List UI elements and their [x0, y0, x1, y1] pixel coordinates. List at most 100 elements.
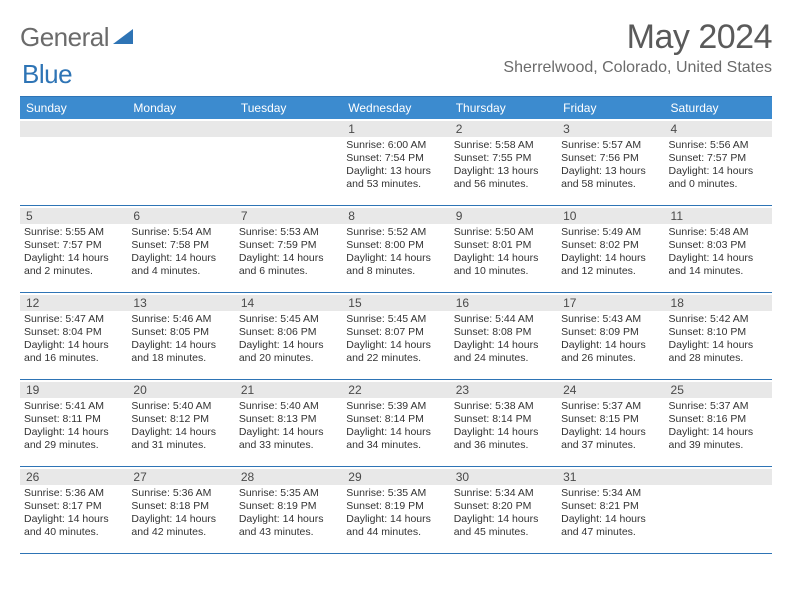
- day-cell: 27Sunrise: 5:36 AMSunset: 8:18 PMDayligh…: [127, 467, 234, 553]
- week-row: 19Sunrise: 5:41 AMSunset: 8:11 PMDayligh…: [20, 380, 772, 467]
- day-cell: 26Sunrise: 5:36 AMSunset: 8:17 PMDayligh…: [20, 467, 127, 553]
- day-info-line: Sunset: 7:54 PM: [346, 152, 445, 165]
- day-info-line: and 28 minutes.: [669, 352, 768, 365]
- day-cell: 24Sunrise: 5:37 AMSunset: 8:15 PMDayligh…: [557, 380, 664, 466]
- weekday-header: Wednesday: [342, 97, 449, 119]
- day-info-line: Sunset: 8:11 PM: [24, 413, 123, 426]
- day-cell: 6Sunrise: 5:54 AMSunset: 7:58 PMDaylight…: [127, 206, 234, 292]
- location-text: Sherrelwood, Colorado, United States: [503, 59, 772, 77]
- day-info-line: Daylight: 14 hours: [131, 339, 230, 352]
- day-info-line: Daylight: 13 hours: [561, 165, 660, 178]
- day-info: Sunrise: 5:38 AMSunset: 8:14 PMDaylight:…: [454, 400, 553, 453]
- day-info: Sunrise: 5:35 AMSunset: 8:19 PMDaylight:…: [239, 487, 338, 540]
- day-info-line: Sunset: 8:19 PM: [346, 500, 445, 513]
- day-info-line: Sunset: 8:12 PM: [131, 413, 230, 426]
- day-cell: 28 Sunrise: 5:35 AMSunset: 8:19 PMDayligh…: [235, 467, 342, 553]
- week-row: 26Sunrise: 5:36 AMSunset: 8:17 PMDayligh…: [20, 467, 772, 554]
- day-number: 20: [127, 382, 234, 398]
- day-cell: 29 Sunrise: 5:35 AMSunset: 8:19 PMDayligh…: [342, 467, 449, 553]
- day-info-line: Sunset: 8:01 PM: [454, 239, 553, 252]
- day-info-line: Sunrise: 6:00 AM: [346, 139, 445, 152]
- day-info-line: Sunrise: 5:46 AM: [131, 313, 230, 326]
- day-info: Sunrise: 5:35 AMSunset: 8:19 PMDaylight:…: [346, 487, 445, 540]
- day-info-line: Sunrise: 5:45 AM: [239, 313, 338, 326]
- day-info-line: and 24 minutes.: [454, 352, 553, 365]
- day-cell: 13Sunrise: 5:46 AMSunset: 8:05 PMDayligh…: [127, 293, 234, 379]
- day-cell: 2Sunrise: 5:58 AMSunset: 7:55 PMDaylight…: [450, 119, 557, 205]
- day-info-line: Daylight: 14 hours: [24, 339, 123, 352]
- day-info-line: Sunrise: 5:57 AM: [561, 139, 660, 152]
- day-info-line: and 47 minutes.: [561, 526, 660, 539]
- day-number: 22: [342, 382, 449, 398]
- day-info-line: and 33 minutes.: [239, 439, 338, 452]
- day-info-line: Sunset: 8:03 PM: [669, 239, 768, 252]
- day-cell: 14Sunrise: 5:45 AMSunset: 8:06 PMDayligh…: [235, 293, 342, 379]
- day-info-line: and 34 minutes.: [346, 439, 445, 452]
- day-cell: 3Sunrise: 5:57 AMSunset: 7:56 PMDaylight…: [557, 119, 664, 205]
- day-number: 10: [557, 208, 664, 224]
- day-info-line: and 53 minutes.: [346, 178, 445, 191]
- day-info-line: Sunset: 8:09 PM: [561, 326, 660, 339]
- day-info-line: Sunrise: 5:42 AM: [669, 313, 768, 326]
- day-info: Sunrise: 5:48 AMSunset: 8:03 PMDaylight:…: [669, 226, 768, 279]
- day-info-line: Sunrise: 5:36 AM: [24, 487, 123, 500]
- day-info-line: and 26 minutes.: [561, 352, 660, 365]
- weekday-header-row: SundayMondayTuesdayWednesdayThursdayFrid…: [20, 96, 772, 119]
- title-block: May 2024 Sherrelwood, Colorado, United S…: [503, 18, 772, 77]
- day-info-line: and 0 minutes.: [669, 178, 768, 191]
- day-info-line: and 40 minutes.: [24, 526, 123, 539]
- day-number: 31: [557, 469, 664, 485]
- day-info-line: and 20 minutes.: [239, 352, 338, 365]
- day-info-line: Daylight: 14 hours: [346, 252, 445, 265]
- day-info-line: Daylight: 14 hours: [454, 426, 553, 439]
- day-cell: 9Sunrise: 5:50 AMSunset: 8:01 PMDaylight…: [450, 206, 557, 292]
- day-info-line: Sunset: 7:57 PM: [24, 239, 123, 252]
- day-info: Sunrise: 5:50 AMSunset: 8:01 PMDaylight:…: [454, 226, 553, 279]
- day-info-line: Sunrise: 5:38 AM: [454, 400, 553, 413]
- day-info-line: Sunrise: 5:34 AM: [561, 487, 660, 500]
- day-number: 29: [342, 469, 449, 485]
- day-number: 28: [235, 469, 342, 485]
- day-info-line: Sunset: 8:00 PM: [346, 239, 445, 252]
- week-row: 1Sunrise: 6:00 AMSunset: 7:54 PMDaylight…: [20, 119, 772, 206]
- day-info-line: Sunrise: 5:44 AM: [454, 313, 553, 326]
- page: General May 2024 Sherrelwood, Colorado, …: [0, 0, 792, 612]
- day-info-line: and 39 minutes.: [669, 439, 768, 452]
- day-info-line: Daylight: 13 hours: [346, 165, 445, 178]
- day-number-empty: [235, 121, 342, 137]
- day-info-line: and 36 minutes.: [454, 439, 553, 452]
- day-info-line: and 16 minutes.: [24, 352, 123, 365]
- day-info: Sunrise: 5:52 AMSunset: 8:00 PMDaylight:…: [346, 226, 445, 279]
- day-number: 26: [20, 469, 127, 485]
- day-info-line: and 10 minutes.: [454, 265, 553, 278]
- day-info-line: Daylight: 14 hours: [561, 339, 660, 352]
- day-info-line: Sunrise: 5:36 AM: [131, 487, 230, 500]
- day-cell: 20Sunrise: 5:40 AMSunset: 8:12 PMDayligh…: [127, 380, 234, 466]
- day-info: Sunrise: 5:36 AMSunset: 8:18 PMDaylight:…: [131, 487, 230, 540]
- day-info: Sunrise: 5:39 AMSunset: 8:14 PMDaylight:…: [346, 400, 445, 453]
- day-info: Sunrise: 5:42 AMSunset: 8:10 PMDaylight:…: [669, 313, 768, 366]
- day-number: 18: [665, 295, 772, 311]
- day-info-line: Sunrise: 5:40 AM: [131, 400, 230, 413]
- day-info-line: Daylight: 14 hours: [669, 426, 768, 439]
- day-info-line: Sunrise: 5:41 AM: [24, 400, 123, 413]
- day-info-line: Sunset: 8:06 PM: [239, 326, 338, 339]
- day-info-line: Sunset: 8:17 PM: [24, 500, 123, 513]
- logo: General: [20, 22, 137, 53]
- day-info-line: Sunset: 7:55 PM: [454, 152, 553, 165]
- day-info: Sunrise: 5:34 AMSunset: 8:21 PMDaylight:…: [561, 487, 660, 540]
- day-info-line: and 2 minutes.: [24, 265, 123, 278]
- day-info-line: Daylight: 14 hours: [239, 339, 338, 352]
- day-info-line: and 58 minutes.: [561, 178, 660, 191]
- day-number: 16: [450, 295, 557, 311]
- day-info: Sunrise: 6:00 AMSunset: 7:54 PMDaylight:…: [346, 139, 445, 192]
- day-info-line: Daylight: 14 hours: [561, 426, 660, 439]
- day-number: 19: [20, 382, 127, 398]
- day-info-line: and 6 minutes.: [239, 265, 338, 278]
- day-cell: 8Sunrise: 5:52 AMSunset: 8:00 PMDaylight…: [342, 206, 449, 292]
- day-cell: 10Sunrise: 5:49 AMSunset: 8:02 PMDayligh…: [557, 206, 664, 292]
- day-info: Sunrise: 5:41 AMSunset: 8:11 PMDaylight:…: [24, 400, 123, 453]
- day-number: 21: [235, 382, 342, 398]
- day-info-line: Daylight: 14 hours: [454, 252, 553, 265]
- day-number: 23: [450, 382, 557, 398]
